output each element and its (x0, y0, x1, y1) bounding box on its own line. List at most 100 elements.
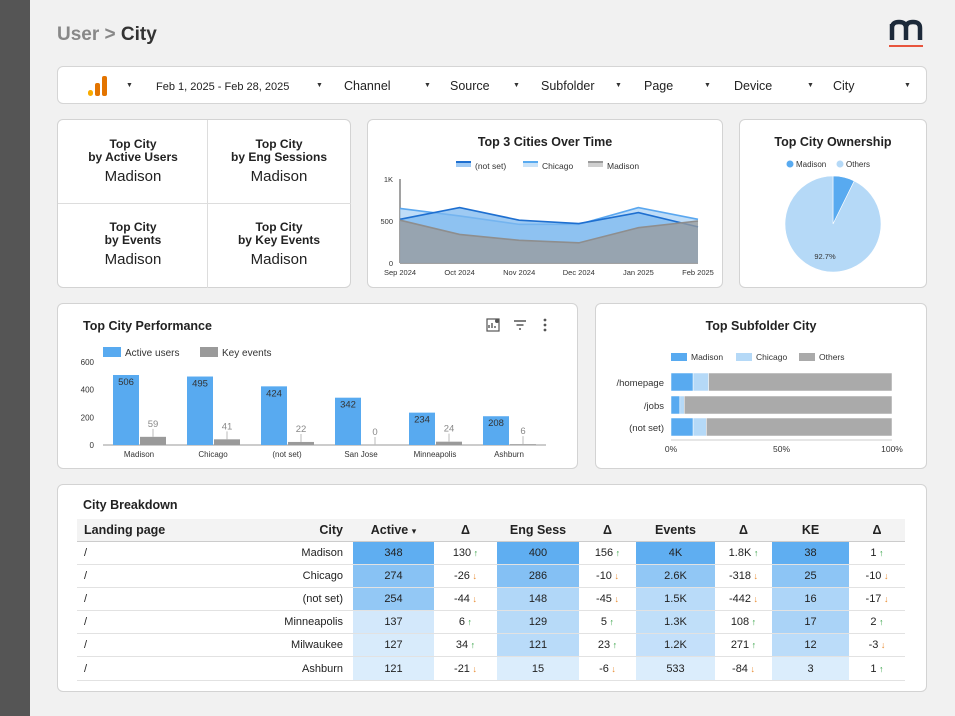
legend-swatch (200, 347, 218, 357)
legend-item[interactable]: Others (836, 160, 871, 169)
table-row[interactable]: / Chicago 274 -26 ↓ 286 -10 ↓ 2.6K -318 ↓ 25 -10 … (77, 564, 905, 588)
chevron-down-icon: ▼ (615, 82, 622, 89)
bar-active-users[interactable] (261, 386, 287, 445)
col-landing-page[interactable]: Landing page (77, 519, 277, 542)
col-ke-delta[interactable]: Δ (849, 519, 905, 542)
stacked-segment-chicago[interactable] (692, 417, 707, 437)
cell-delta: 5 ↑ (579, 610, 636, 635)
stacked-segment-others[interactable] (708, 372, 893, 392)
bar-data-label: 59 (148, 419, 159, 430)
cell-landing-page: / (77, 633, 277, 658)
date-range-picker[interactable]: Feb 1, 2025 - Feb 28, 2025 ▼ (156, 67, 326, 105)
col-active[interactable]: Active ▾ (353, 519, 434, 542)
bar-key-events[interactable] (288, 441, 314, 445)
more-vert-icon[interactable] (540, 318, 550, 332)
legend-item[interactable]: Chicago (523, 161, 573, 171)
top-cities-over-time-card: Top 3 Cities Over Time (not set) Chicago M… (367, 119, 723, 288)
x-tick-label: Oct 2024 (444, 268, 474, 277)
source-dropdown[interactable]: Source ▼ (450, 67, 522, 105)
bar-key-events[interactable] (436, 441, 462, 445)
cell-metric: 4K (636, 541, 715, 565)
legend-item[interactable]: Active users (103, 347, 179, 359)
brand-logo (889, 19, 923, 47)
y-tick-label: 0 (389, 259, 393, 268)
col-city[interactable]: City (277, 519, 353, 542)
table-row[interactable]: / Madison 348 130 ↑ 400 156 ↑ 4K 1.8K ↑ 38 1 ↑ (77, 541, 905, 565)
legend-item[interactable]: (not set) (456, 161, 506, 171)
dashboard-main: User > City ▼ Feb 1, 2025 - Feb 28, 2025… (30, 0, 955, 716)
page-dropdown[interactable]: Page ▼ (644, 67, 712, 105)
stacked-segment-others[interactable] (684, 395, 893, 415)
arrow-up-icon: ↑ (613, 547, 621, 558)
cell-metric: 127 (353, 633, 434, 658)
legend-swatch (836, 160, 844, 168)
bar-active-users[interactable] (187, 376, 213, 445)
bar-active-users[interactable] (335, 397, 361, 445)
legend-item[interactable]: Madison (671, 352, 723, 362)
stacked-segment-chicago[interactable] (679, 395, 685, 415)
col-events[interactable]: Events (636, 519, 715, 542)
col-eng-sess-delta[interactable]: Δ (579, 519, 636, 542)
pie-slice-others[interactable] (784, 175, 882, 273)
bar-key-events[interactable] (510, 444, 536, 445)
legend-item[interactable]: Madison (786, 160, 827, 169)
bar-active-users[interactable] (483, 416, 509, 445)
legend-item[interactable]: Madison (588, 161, 639, 171)
kpi-value: Madison (104, 168, 162, 185)
col-active-delta[interactable]: Δ (434, 519, 497, 542)
y-tick-label: (not set) (629, 423, 664, 434)
legend-item[interactable]: Others (799, 352, 845, 362)
channel-dropdown[interactable]: Channel ▼ (344, 67, 432, 105)
stacked-segment-madison[interactable] (670, 417, 694, 437)
col-eng-sess[interactable]: Eng Sess (497, 519, 579, 542)
legend-label: Madison (607, 161, 639, 171)
cell-text: 286 (528, 569, 548, 582)
kpi-eng-sessions: Top City by Eng Sessions Madison (206, 138, 352, 186)
stacked-segment-madison[interactable] (670, 372, 694, 392)
arrow-up-icon: ↑ (468, 640, 476, 651)
col-ke[interactable]: KE (772, 519, 849, 542)
source-label: Source (450, 79, 490, 93)
bar-active-users[interactable] (113, 375, 139, 445)
cell-text: -84 (732, 662, 748, 675)
chevron-down-icon: ▼ (704, 82, 711, 89)
city-breakdown-table: Landing page City Active ▾ Δ Eng Sess Δ … (77, 519, 905, 681)
stacked-segment-others[interactable] (706, 417, 893, 437)
bar-key-events[interactable] (214, 439, 240, 445)
cell-text: 15 (531, 662, 545, 675)
breadcrumb-parent[interactable]: User (57, 24, 100, 45)
cell-delta: -442 ↓ (715, 587, 772, 612)
cell-text: -442 (728, 592, 751, 605)
x-tick-label: Madison (124, 450, 154, 459)
bar-key-events[interactable] (140, 436, 166, 445)
cell-text: 400 (528, 546, 548, 559)
stacked-segment-chicago[interactable] (692, 372, 709, 392)
stacked-segment-madison[interactable] (670, 395, 681, 415)
cell-text: Chicago (302, 569, 343, 582)
col-events-delta[interactable]: Δ (715, 519, 772, 542)
legend-item[interactable]: Chicago (736, 352, 787, 362)
cell-metric: 12 (772, 633, 849, 658)
insights-icon[interactable] (486, 318, 500, 332)
left-sidebar (0, 0, 30, 716)
legend-label: Madison (691, 352, 723, 362)
cell-delta: -84 ↓ (715, 656, 772, 681)
x-tick-label: 0% (665, 444, 678, 454)
legend-item[interactable]: Key events (200, 347, 271, 359)
filter-icon[interactable] (513, 319, 527, 331)
subfolder-dropdown[interactable]: Subfolder ▼ (541, 67, 623, 105)
cell-delta: -45 ↓ (579, 587, 636, 612)
table-row[interactable]: / (not set) 254 -44 ↓ 148 -45 ↓ 1.5K -442 ↓ 16 -1… (77, 587, 905, 612)
table-row[interactable]: / Ashburn 121 -21 ↓ 15 -6 ↓ 533 -84 ↓ 3 1 ↑ (77, 656, 905, 681)
city-dropdown[interactable]: City ▼ (833, 67, 915, 105)
device-dropdown[interactable]: Device ▼ (734, 67, 816, 105)
chevron-down-icon: ▼ (807, 82, 814, 89)
col-active-label: Active (370, 522, 409, 537)
legend-swatch (786, 160, 794, 168)
bar-data-label: 6 (520, 426, 525, 437)
table-row[interactable]: / Milwaukee 127 34 ↑ 121 23 ↑ 1.2K 271 ↑ 12 -3 ↓ (77, 633, 905, 658)
cell-metric: 1.2K (636, 633, 715, 658)
table-row[interactable]: / Minneapolis 137 6 ↑ 129 5 ↑ 1.3K 108 ↑ 17 2 ↑ (77, 610, 905, 635)
cell-city: Ashburn (277, 656, 353, 681)
bar-active-users[interactable] (409, 412, 435, 445)
